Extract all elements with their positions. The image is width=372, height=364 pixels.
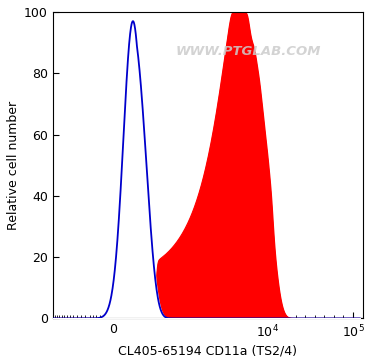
- Text: WWW.PTGLAB.COM: WWW.PTGLAB.COM: [175, 45, 321, 58]
- Y-axis label: Relative cell number: Relative cell number: [7, 100, 20, 230]
- X-axis label: CL405-65194 CD11a (TS2/4): CL405-65194 CD11a (TS2/4): [118, 344, 297, 357]
